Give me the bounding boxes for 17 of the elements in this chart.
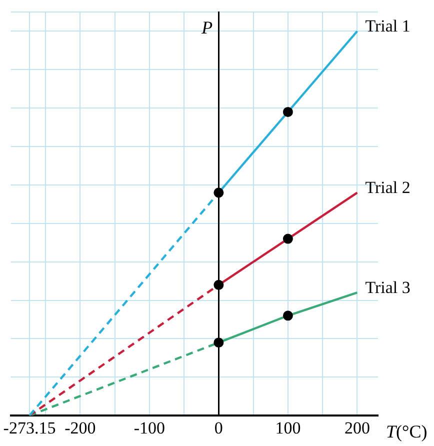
- point: [214, 280, 224, 290]
- point: [214, 188, 224, 198]
- point: [282, 310, 293, 321]
- point: [282, 106, 293, 117]
- x-tick-label: 100: [275, 418, 301, 438]
- point: [214, 338, 224, 348]
- series-label: Trial 2: [365, 178, 410, 198]
- x-tick-label: 0: [214, 418, 223, 438]
- point: [282, 234, 293, 244]
- series-label: Trial 1: [365, 16, 410, 36]
- x-tick-label: -100: [134, 418, 166, 438]
- x-axis-title: T(°C): [386, 421, 428, 442]
- x-tick-label: -200: [64, 418, 96, 438]
- y-axis-title: P: [200, 18, 213, 38]
- x-tick-label: -273.15: [3, 418, 56, 438]
- series-label: Trial 3: [365, 278, 410, 298]
- x-tick-label: 200: [344, 418, 370, 438]
